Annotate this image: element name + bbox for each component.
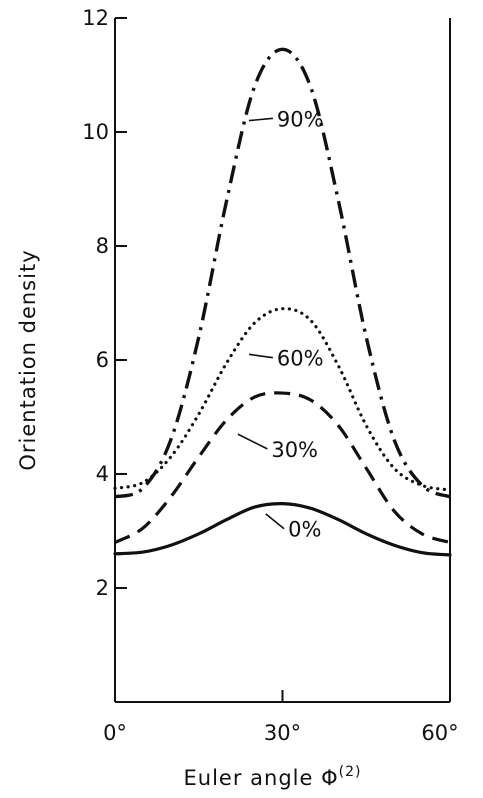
y-tick-label-12: 12 xyxy=(82,6,109,30)
annotation-leader-30pct xyxy=(237,433,268,450)
annotation-label-90pct: 90% xyxy=(277,107,324,131)
y-tick-label-6: 6 xyxy=(96,348,109,372)
annotation-leader-0pct xyxy=(265,513,285,530)
series-line-90pct xyxy=(114,47,451,499)
chart-axes xyxy=(114,17,451,703)
y-tick-label-8: 8 xyxy=(96,234,109,258)
series-line-0pct xyxy=(113,502,452,557)
x-axis-title: Euler angle Φ(2) xyxy=(184,764,362,790)
x-tick-label-60: 60° xyxy=(421,721,458,745)
chart-labels: 2 4 6 8 10 12 0° 30° 60° Orientation density Euler… xyxy=(16,6,459,790)
y-axis-title: Orientation density xyxy=(16,249,40,470)
x-axis-title-superscript: (2) xyxy=(339,764,362,780)
y-tick-label-10: 10 xyxy=(82,120,109,144)
y-tick-label-2: 2 xyxy=(96,576,109,600)
annotation-leader-60pct xyxy=(248,353,274,359)
series-line-30pct xyxy=(114,391,451,544)
y-tick-label-4: 4 xyxy=(96,462,109,486)
x-tick-label-30: 30° xyxy=(264,721,301,745)
annotation-label-0pct: 0% xyxy=(288,518,321,542)
annotation-label-60pct: 60% xyxy=(277,347,324,371)
series-line-60pct xyxy=(113,307,452,492)
annotation-label-30pct: 30% xyxy=(271,438,318,462)
x-tick-label-0: 0° xyxy=(103,721,127,745)
chart-series xyxy=(113,47,452,557)
annotation-leader-90pct xyxy=(248,117,273,122)
